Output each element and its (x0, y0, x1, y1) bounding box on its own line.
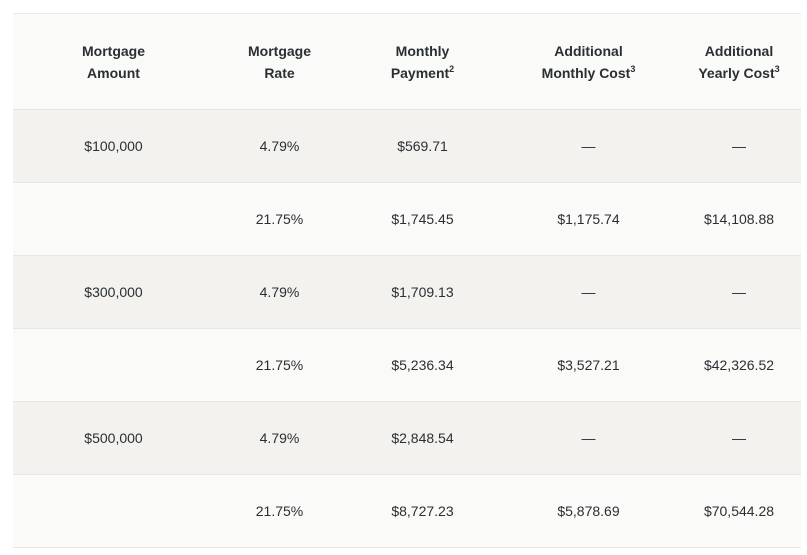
cell-monthly-payment: $1,745.45 (345, 182, 500, 256)
cell-mortgage-amount: $500,000 (13, 401, 214, 475)
header-additional-yearly-cost: Additional Yearly Cost3 (677, 13, 801, 110)
table-row: 21.75% $5,236.34 $3,527.21 $42,326.52 (13, 328, 801, 402)
cell-mortgage-amount (13, 474, 214, 548)
mortgage-cost-table: Mortgage Amount Mortgage Rate Monthly Pa… (13, 13, 801, 548)
header-mortgage-amount: Mortgage Amount (13, 13, 214, 110)
cell-mortgage-rate: 4.79% (214, 255, 345, 329)
cell-monthly-payment: $569.71 (345, 109, 500, 183)
cell-additional-monthly-cost: $1,175.74 (500, 182, 677, 256)
cell-additional-yearly-cost: — (677, 401, 801, 475)
cell-additional-monthly-cost: — (500, 401, 677, 475)
header-monthly-payment: Monthly Payment2 (345, 13, 500, 110)
cell-mortgage-rate: 21.75% (214, 182, 345, 256)
cell-additional-yearly-cost: $70,544.28 (677, 474, 801, 548)
cell-additional-yearly-cost: $42,326.52 (677, 328, 801, 402)
header-line: Mortgage (82, 42, 145, 59)
table-row: 21.75% $1,745.45 $1,175.74 $14,108.88 (13, 182, 801, 256)
cell-mortgage-amount: $300,000 (13, 255, 214, 329)
header-line: Additional (704, 42, 774, 59)
cell-additional-yearly-cost: — (677, 255, 801, 329)
header-line: Yearly Cost3 (681, 62, 797, 84)
header-text: Rate (264, 64, 295, 81)
footnote-marker: 3 (630, 63, 636, 74)
table-row: $500,000 4.79% $2,848.54 — — (13, 401, 801, 475)
cell-additional-yearly-cost: — (677, 109, 801, 183)
cell-mortgage-rate: 21.75% (214, 474, 345, 548)
header-text: Monthly Cost (541, 64, 631, 81)
cell-mortgage-rate: 4.79% (214, 401, 345, 475)
header-line: Payment2 (349, 62, 496, 84)
cell-mortgage-amount: $100,000 (13, 109, 214, 183)
table-row: $300,000 4.79% $1,709.13 — — (13, 255, 801, 329)
cell-additional-monthly-cost: — (500, 109, 677, 183)
header-text: Amount (87, 64, 140, 81)
header-line: Monthly Cost3 (504, 62, 673, 84)
cell-mortgage-amount (13, 328, 214, 402)
cell-additional-monthly-cost: $3,527.21 (500, 328, 677, 402)
cell-mortgage-amount (13, 182, 214, 256)
header-line: Mortgage (248, 42, 311, 59)
cell-additional-yearly-cost: $14,108.88 (677, 182, 801, 256)
header-row: Mortgage Amount Mortgage Rate Monthly Pa… (13, 13, 801, 110)
cell-additional-monthly-cost: $5,878.69 (500, 474, 677, 548)
header-line: Amount (17, 62, 210, 84)
footnote-marker: 2 (449, 63, 455, 74)
header-line: Rate (218, 62, 341, 84)
cell-additional-monthly-cost: — (500, 255, 677, 329)
header-additional-monthly-cost: Additional Monthly Cost3 (500, 13, 677, 110)
table-row: $100,000 4.79% $569.71 — — (13, 109, 801, 183)
cell-mortgage-rate: 21.75% (214, 328, 345, 402)
header-text: Payment (390, 64, 450, 81)
footnote-marker: 3 (774, 63, 780, 74)
mortgage-cost-table-container: Mortgage Amount Mortgage Rate Monthly Pa… (13, 13, 801, 548)
table-header: Mortgage Amount Mortgage Rate Monthly Pa… (13, 13, 801, 110)
header-text: Yearly Cost (698, 64, 775, 81)
table-body: $100,000 4.79% $569.71 — — 21.75% $1,745… (13, 109, 801, 548)
cell-mortgage-rate: 4.79% (214, 109, 345, 183)
cell-monthly-payment: $1,709.13 (345, 255, 500, 329)
cell-monthly-payment: $5,236.34 (345, 328, 500, 402)
header-mortgage-rate: Mortgage Rate (214, 13, 345, 110)
header-line: Additional (554, 42, 623, 59)
cell-monthly-payment: $2,848.54 (345, 401, 500, 475)
table-row: 21.75% $8,727.23 $5,878.69 $70,544.28 (13, 474, 801, 548)
cell-monthly-payment: $8,727.23 (345, 474, 500, 548)
header-line: Monthly (395, 42, 450, 59)
